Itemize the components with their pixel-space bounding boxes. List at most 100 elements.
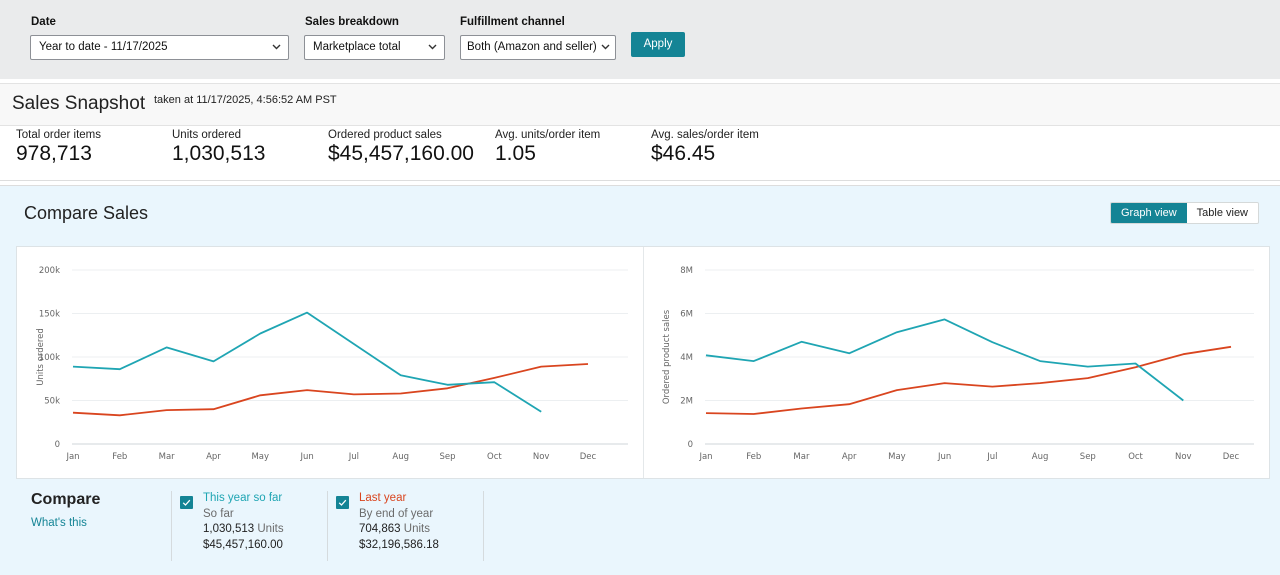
x-tick-label: Jan	[698, 452, 712, 462]
last-year-subtitle: By end of year	[359, 507, 434, 520]
x-tick-label: Jun	[299, 452, 313, 462]
compare-this-year: This year so far So far 1,030,513 Units …	[171, 491, 327, 561]
series-line-this-year	[72, 311, 542, 413]
snapshot-timestamp: taken at 11/17/2025, 4:56:52 AM PST	[154, 94, 337, 106]
x-tick-label: Jan	[65, 452, 79, 462]
compare-legend-bar: Compare What's this This year so far So …	[0, 491, 1280, 571]
date-filter-label: Date	[31, 16, 56, 28]
snapshot-stats: Total order items 978,713 Units ordered …	[0, 126, 1280, 181]
sales-snapshot-header: Sales Snapshot taken at 11/17/2025, 4:56…	[0, 83, 1280, 126]
table-view-button[interactable]: Table view	[1186, 203, 1258, 223]
x-tick-label: May	[251, 452, 269, 462]
y-tick-label: 8M	[680, 266, 693, 276]
view-toggle: Graph view Table view	[1110, 202, 1259, 224]
x-tick-label: Sep	[440, 452, 456, 462]
x-tick-label: Jul	[986, 452, 997, 462]
x-tick-label: May	[888, 452, 906, 462]
last-year-sales: $32,196,586.18	[359, 538, 439, 551]
last-year-units: 704,863	[359, 523, 401, 535]
x-tick-label: Nov	[1175, 452, 1192, 462]
units-label: Units	[257, 523, 284, 535]
x-tick-label: Sep	[1080, 452, 1096, 462]
graph-view-button[interactable]: Graph view	[1111, 203, 1187, 223]
y-tick-label: 150k	[39, 310, 60, 320]
stat-ordered-product-sales: Ordered product sales $45,457,160.00	[328, 129, 474, 166]
this-year-sales: $45,457,160.00	[203, 538, 283, 551]
charts-panel: 0 50k 100k 150k 200k Jan Feb Mar Apr May Jun Jul Aug…	[16, 246, 1270, 479]
y-tick-label: 2M	[680, 397, 693, 407]
y-tick-label: 0	[55, 440, 60, 450]
y-tick-label: 6M	[680, 310, 693, 320]
x-tick-label: Aug	[1032, 452, 1049, 462]
fulfillment-channel-value: Both (Amazon and seller)	[467, 41, 597, 53]
y-tick-label: 0	[688, 440, 693, 450]
fulfillment-channel-select[interactable]: Both (Amazon and seller)	[460, 35, 616, 60]
y-tick-label: 4M	[680, 353, 693, 363]
sales-breakdown-value: Marketplace total	[313, 41, 401, 53]
stat-total-order-items: Total order items 978,713	[16, 129, 101, 166]
chevron-down-icon	[428, 36, 437, 50]
stat-avg-sales-per-order-item: Avg. sales/order item $46.45	[651, 129, 759, 166]
x-tick-label: Dec	[1223, 452, 1240, 462]
x-tick-label: Feb	[746, 452, 761, 462]
y-tick-label: 200k	[39, 266, 60, 276]
y-tick-label: 100k	[39, 353, 60, 363]
x-tick-label: Jun	[937, 452, 951, 462]
checkmark-icon	[338, 499, 347, 506]
series-line-last-year	[72, 363, 589, 417]
x-tick-label: Aug	[392, 452, 409, 462]
checkmark-icon	[182, 499, 191, 506]
stat-label: Total order items	[16, 129, 102, 141]
units-ordered-chart: 0 50k 100k 150k 200k Jan Feb Mar Apr May Jun Jul Aug…	[36, 266, 628, 462]
x-tick-label: Mar	[793, 452, 810, 462]
x-tick-label: Apr	[206, 452, 221, 462]
date-select-value: Year to date - 11/17/2025	[39, 41, 168, 53]
stat-label: Avg. sales/order item	[651, 129, 759, 141]
fulfillment-channel-label: Fulfillment channel	[460, 16, 565, 28]
stat-value: $45,457,160.00	[328, 142, 474, 165]
stat-value: 978,713	[16, 142, 92, 165]
stat-label: Avg. units/order item	[495, 129, 601, 141]
date-select[interactable]: Year to date - 11/17/2025	[30, 35, 289, 60]
stat-avg-units-per-order-item: Avg. units/order item 1.05	[495, 129, 600, 166]
y-tick-label: 50k	[44, 397, 60, 407]
y-axis-label: Ordered product sales	[662, 309, 672, 404]
stat-value: 1.05	[495, 142, 536, 165]
compare-last-year: Last year By end of year 704,863 Units $…	[327, 491, 484, 561]
units-label: Units	[403, 523, 430, 535]
x-tick-label: Dec	[580, 452, 597, 462]
y-axis-label: Units ordered	[36, 328, 46, 386]
this-year-units: 1,030,513	[203, 523, 255, 535]
x-tick-label: Jul	[348, 452, 359, 462]
compare-sales-section: Compare Sales Graph view Table view 0 50k…	[0, 185, 1280, 575]
chevron-down-icon	[272, 36, 281, 50]
stat-value: 1,030,513	[172, 142, 266, 165]
x-tick-label: Mar	[159, 452, 176, 462]
this-year-checkbox[interactable]	[180, 496, 193, 509]
series-line-last-year	[705, 345, 1232, 415]
stat-label: Units ordered	[172, 129, 242, 141]
stat-value: $46.45	[651, 142, 716, 165]
chevron-down-icon	[601, 36, 610, 50]
x-tick-label: Oct	[1128, 452, 1143, 462]
ordered-product-sales-chart: 0 2M 4M 6M 8M Jan Feb Mar Apr May Jun Jul Aug Sep Oct N…	[662, 266, 1254, 462]
this-year-title: This year so far	[203, 492, 283, 504]
x-tick-label: Oct	[487, 452, 502, 462]
series-line-this-year	[705, 318, 1184, 402]
last-year-checkbox[interactable]	[336, 496, 349, 509]
compare-sales-title: Compare Sales	[24, 203, 149, 223]
whats-this-link[interactable]: What's this	[31, 517, 87, 529]
x-tick-label: Nov	[533, 452, 550, 462]
sales-breakdown-label: Sales breakdown	[305, 16, 399, 28]
x-tick-label: Apr	[842, 452, 857, 462]
x-tick-label: Feb	[112, 452, 127, 462]
stat-units-ordered: Units ordered 1,030,513	[172, 129, 265, 166]
sales-snapshot-title: Sales Snapshot	[12, 93, 146, 114]
apply-button[interactable]: Apply	[631, 32, 685, 57]
this-year-subtitle: So far	[203, 507, 234, 520]
last-year-title: Last year	[359, 492, 407, 504]
sales-breakdown-select[interactable]: Marketplace total	[304, 35, 445, 60]
filter-bar: Date Year to date - 11/17/2025 Sales bre…	[0, 0, 1280, 79]
chart-divider	[643, 247, 644, 478]
stat-label: Ordered product sales	[328, 129, 442, 141]
